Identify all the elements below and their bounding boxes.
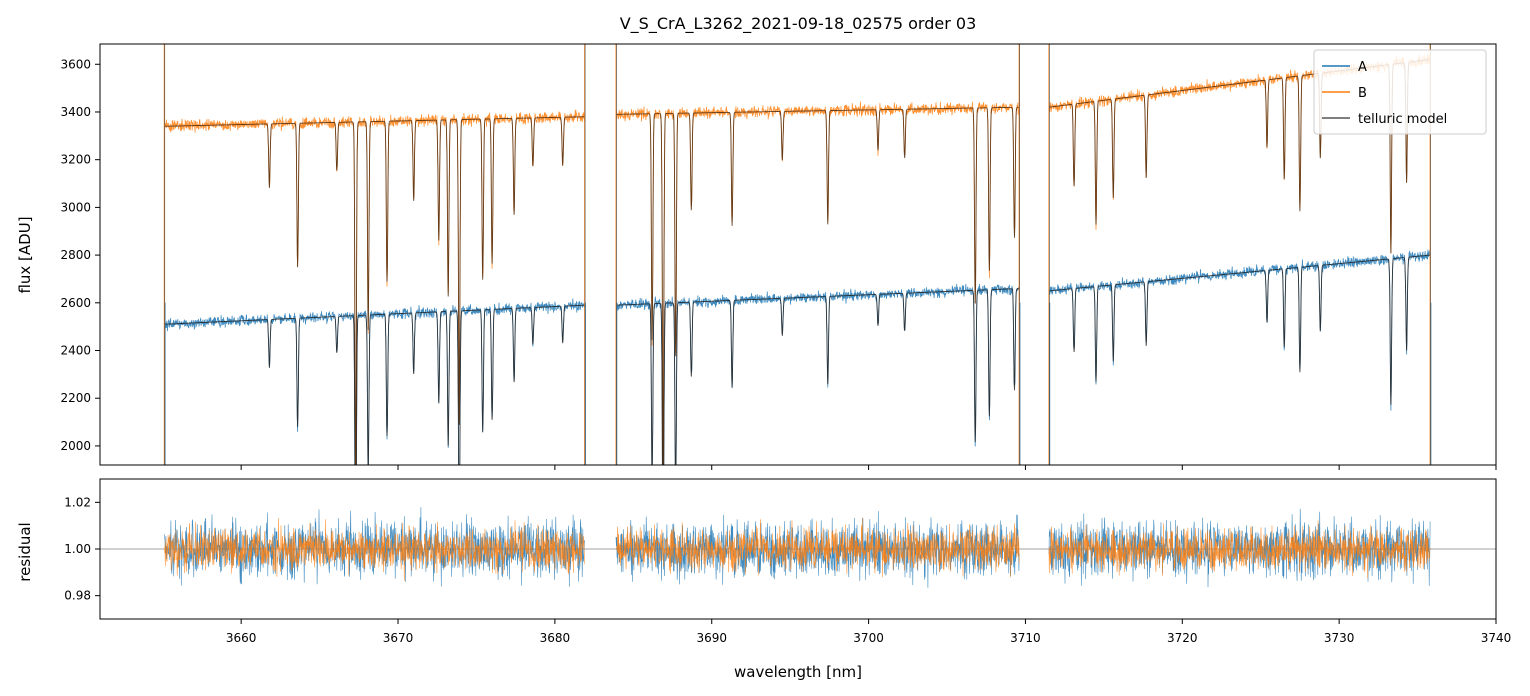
top-ylabel: flux [ADU] bbox=[16, 216, 34, 293]
bottom-xtick-label-6: 3720 bbox=[1167, 631, 1198, 645]
legend-label-b: B bbox=[1358, 86, 1367, 101]
top-ytick-label-1: 2200 bbox=[60, 391, 91, 405]
bottom-xtick-label-7: 3730 bbox=[1324, 631, 1355, 645]
telluric-model-a-segment-1 bbox=[616, 288, 1020, 465]
top-ytick-label-6: 3200 bbox=[60, 153, 91, 167]
top-axis-ticks: 2000 2200 2400 2600 2800 3000 3200 3400 3600 bbox=[60, 57, 1497, 470]
bottom-xtick-label-1: 3670 bbox=[383, 631, 414, 645]
top-ytick-label-5: 3000 bbox=[60, 200, 91, 214]
telluric-model-a-segment-0 bbox=[164, 304, 585, 465]
bottom-plot-area bbox=[100, 507, 1496, 588]
legend-label-a: A bbox=[1358, 60, 1367, 75]
top-panel: 2000 2200 2400 2600 2800 3000 3200 3400 3600 flu… bbox=[16, 43, 1497, 470]
top-ytick-label-4: 2800 bbox=[60, 248, 91, 262]
bottom-xtick-label-0: 3660 bbox=[226, 631, 257, 645]
top-plot-area bbox=[163, 44, 1432, 465]
legend-label-telluric: telluric model bbox=[1358, 112, 1447, 127]
top-panel-frame bbox=[99, 43, 1497, 466]
bottom-ytick-label-1: 1.00 bbox=[64, 542, 91, 556]
residual-b-segment-1 bbox=[615, 517, 1020, 578]
bottom-ytick-label-0: 0.98 bbox=[64, 589, 91, 603]
bottom-xtick-label-3: 3690 bbox=[696, 631, 727, 645]
legend: A B telluric model bbox=[1313, 49, 1487, 135]
telluric-model-b-segment-1 bbox=[616, 106, 1020, 465]
bottom-ylabel: residual bbox=[16, 522, 34, 581]
telluric-model-b-segment-0 bbox=[164, 116, 585, 465]
residual-b-segment-0 bbox=[164, 518, 585, 581]
bottom-xtick-label-4: 3700 bbox=[853, 631, 884, 645]
bottom-xtick-label-5: 3710 bbox=[1010, 631, 1041, 645]
top-ytick-label-0: 2000 bbox=[60, 439, 91, 453]
series-b-segment-1 bbox=[615, 101, 1020, 465]
top-ytick-label-3: 2600 bbox=[60, 296, 91, 310]
legend-box bbox=[1313, 49, 1487, 135]
bottom-axis-ticks: 0.98 1.00 1.02 3660 3670 3680 3690 3700 3710 3720… bbox=[64, 495, 1511, 645]
bottom-xtick-label-8: 3740 bbox=[1481, 631, 1512, 645]
bottom-xlabel: wavelength [nm] bbox=[734, 663, 862, 681]
top-ytick-label-7: 3400 bbox=[60, 105, 91, 119]
residual-b-segment-2 bbox=[1048, 520, 1431, 579]
top-ytick-label-2: 2400 bbox=[60, 344, 91, 358]
residual-a-segment-2 bbox=[1048, 508, 1431, 588]
top-ytick-label-8: 3600 bbox=[60, 57, 91, 71]
bottom-panel: 0.98 1.00 1.02 3660 3670 3680 3690 3700 3710 3720… bbox=[16, 478, 1511, 681]
chart-title: V_S_CrA_L3262_2021-09-18_02575 order 03 bbox=[620, 14, 977, 34]
bottom-ytick-label-2: 1.02 bbox=[64, 495, 91, 509]
bottom-xtick-label-2: 3680 bbox=[540, 631, 571, 645]
bottom-panel-frame bbox=[99, 478, 1497, 620]
telluric-model-a-segment-2 bbox=[1048, 254, 1431, 405]
